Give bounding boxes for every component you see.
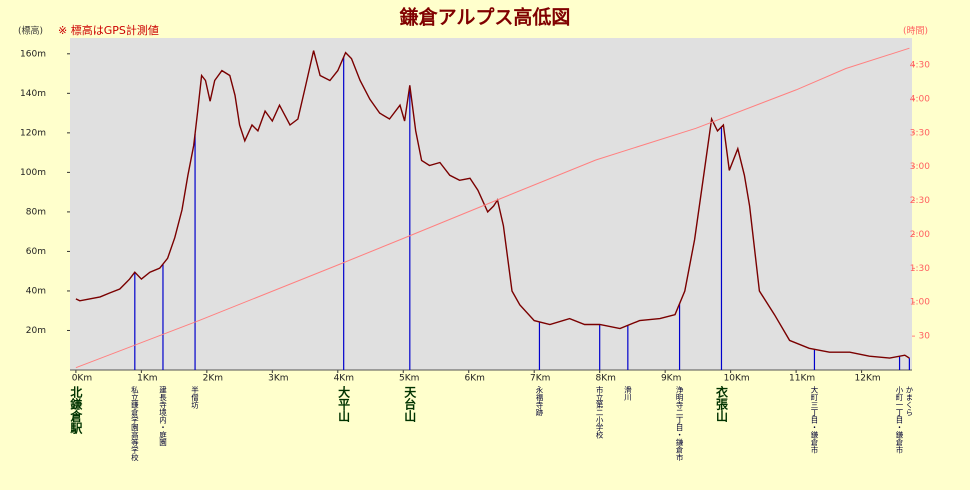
y2-tick-label: 4:00 [910,94,930,104]
x-tick-label: 1Km [137,374,157,384]
x-tick-label: 10Km [724,374,750,384]
marker-label: 天台山 [403,386,417,423]
x-tick-label: 7Km [530,374,550,384]
y-tick-label: 140m [20,89,46,99]
y-tick-label: 120m [20,128,46,138]
y2-tick-label: 2:00 [910,230,930,240]
y2-tick-label: 30 [919,332,931,342]
y2-tick-label: 1:00 [910,298,930,308]
x-tick-label: 12Km [855,374,881,384]
marker-label: 建長寺境内・庭園 [158,385,167,448]
marker-label: 北鎌倉駅 [69,385,83,435]
marker-label: 私立鎌倉学園高等学校 [130,386,139,463]
y2-tick-label: 1:30 [910,264,930,274]
x-tick-label: 3Km [268,374,288,384]
x-tick-label: 8Km [595,374,615,384]
y2-tick-label: 2:30 [910,196,930,206]
y2-axis-label: (時間) [903,26,928,37]
marker-label: 市立第二小学校 [595,385,604,440]
series-line [75,50,910,359]
marker-label: 永福寺跡 [535,385,544,418]
marker-label: 大町三丁目・鎌倉市 [810,385,819,455]
series-line [75,47,910,369]
x-tick-label: 11Km [789,374,815,384]
x-tick-label: 4Km [334,374,354,384]
y-tick-label: 80m [26,207,46,217]
marker-label: 小町一丁目・鎌倉市 [895,386,904,455]
plot-area [70,38,912,370]
x-tick-label: 9Km [661,374,681,384]
x-tick-label: 2Km [203,374,223,384]
marker-label: 半僧坊 [190,385,199,410]
y-tick-label: 100m [20,168,46,178]
marker-label: 滑川 [623,385,632,402]
marker-label: 浄明寺二丁目・鎌倉市 [675,385,684,463]
x-tick-label: 0Km [72,374,92,384]
y-axis-label: (標高) [18,25,43,37]
y-tick-label: 20m [26,326,46,336]
y-tick-label: 160m [20,49,46,59]
x-tick-label: 5Km [399,374,419,384]
marker-label: 衣張山 [714,385,728,423]
y2-tick-label: 3:00 [910,162,930,172]
y2-tick-label: 3:30 [910,128,930,138]
chart-title: 鎌倉アルプス高低図 [400,6,571,29]
y-tick-label: 60m [26,247,46,257]
x-tick-label: 6Km [465,374,485,384]
marker-label: かまくら [905,386,914,417]
y-tick-label: 40m [26,286,46,296]
y2-tick-label: 4:30 [910,61,930,71]
note: ※ 標高はGPS計測値 [58,23,159,37]
marker-label: 大平山 [337,385,351,423]
